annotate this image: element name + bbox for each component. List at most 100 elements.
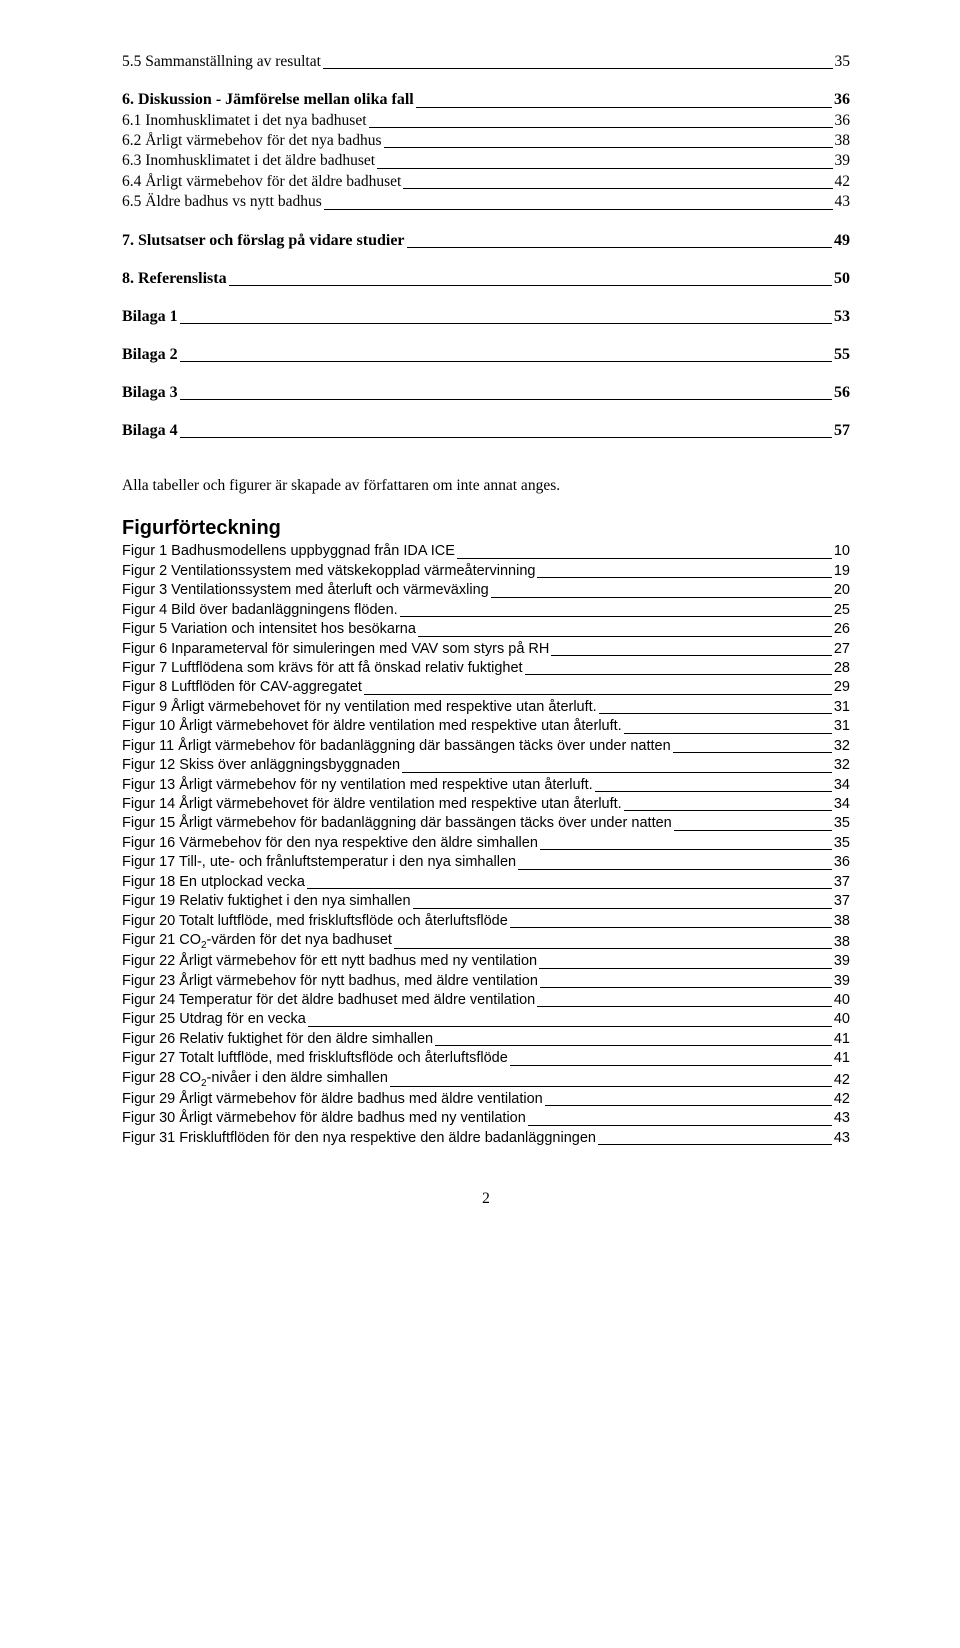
figure-entry-label: Figur 17 Till-, ute- och frånluftstemper… (122, 853, 516, 872)
figure-entry-page: 20 (834, 581, 850, 600)
figure-entry-label: Figur 1 Badhusmodellens uppbyggnad från … (122, 542, 455, 561)
figure-entry: Figur 27 Totalt luftflöde, med friskluft… (122, 1049, 850, 1068)
figure-entry-label: Figur 2 Ventilationssystem med vätskekop… (122, 562, 535, 581)
figure-entry-page: 43 (834, 1109, 850, 1128)
figure-entry: Figur 24 Temperatur för det äldre badhus… (122, 991, 850, 1010)
toc-entry-label: 6. Diskussion - Jämförelse mellan olika … (122, 89, 414, 110)
toc-entry-label: 6.2 Årligt värmebehov för det nya badhus (122, 131, 382, 151)
figure-entry-label: Figur 31 Friskluftflöden för den nya res… (122, 1129, 596, 1148)
figure-entry: Figur 4 Bild över badanläggningens flöde… (122, 601, 850, 620)
figure-entry: Figur 22 Årligt värmebehov för ett nytt … (122, 952, 850, 971)
figure-entry: Figur 21 CO2-värden för det nya badhuset… (122, 931, 850, 952)
toc-leader (369, 127, 833, 128)
figure-entry: Figur 16 Värmebehov för den nya respekti… (122, 834, 850, 853)
figure-entry-label: Figur 9 Årligt värmebehovet för ny venti… (122, 698, 597, 717)
figure-entry-page: 29 (834, 678, 850, 697)
toc-entry: 7. Slutsatser och förslag på vidare stud… (122, 230, 850, 251)
toc-entry-page: 36 (835, 111, 851, 131)
toc-leader (518, 869, 832, 870)
figure-entry: Figur 8 Luftflöden för CAV-aggregatet29 (122, 678, 850, 697)
figure-entry-page: 38 (834, 933, 850, 952)
figure-entry: Figur 20 Totalt luftflöde, med friskluft… (122, 912, 850, 931)
figure-entry-label: Figur 30 Årligt värmebehov för äldre bad… (122, 1109, 526, 1128)
toc-entry-label: 8. Referenslista (122, 268, 227, 289)
toc-entry-label: 5.5 Sammanställning av resultat (122, 52, 321, 72)
toc-leader (413, 908, 832, 909)
toc-leader (364, 694, 832, 695)
toc-leader (545, 1105, 832, 1106)
toc-entry-label: Bilaga 2 (122, 344, 178, 365)
toc-leader (539, 968, 832, 969)
figure-entry: Figur 6 Inparameterval för simuleringen … (122, 640, 850, 659)
toc-leader (510, 927, 832, 928)
figure-entry-page: 40 (834, 1010, 850, 1029)
toc-entry-page: 42 (835, 172, 851, 192)
toc-leader (390, 1086, 832, 1087)
figure-entry-page: 10 (834, 542, 850, 561)
toc-entry-page: 56 (834, 382, 850, 403)
toc-leader (394, 948, 832, 949)
figure-entry-label: Figur 5 Variation och intensitet hos bes… (122, 620, 416, 639)
figure-entry-label: Figur 23 Årligt värmebehov för nytt badh… (122, 972, 538, 991)
figure-entry-label: Figur 24 Temperatur för det äldre badhus… (122, 991, 535, 1010)
figure-entry-label: Figur 16 Värmebehov för den nya respekti… (122, 834, 538, 853)
toc-leader (599, 713, 832, 714)
figure-entry-label: Figur 11 Årligt värmebehov för badanlägg… (122, 737, 671, 756)
toc-entry: 6.4 Årligt värmebehov för det äldre badh… (122, 172, 850, 192)
figure-entry-page: 37 (834, 892, 850, 911)
figure-entry: Figur 2 Ventilationssystem med vätskekop… (122, 562, 850, 581)
toc-leader (457, 558, 832, 559)
toc-leader (407, 247, 832, 248)
note-paragraph: Alla tabeller och figurer är skapade av … (122, 477, 850, 495)
figure-entry-page: 32 (834, 756, 850, 775)
toc-leader (323, 68, 833, 69)
toc-leader (324, 209, 833, 210)
figure-entry: Figur 1 Badhusmodellens uppbyggnad från … (122, 542, 850, 561)
figure-entry-page: 37 (834, 873, 850, 892)
toc-leader (384, 147, 833, 148)
figure-entry-label: Figur 19 Relativ fuktighet i den nya sim… (122, 892, 411, 911)
figure-entry: Figur 7 Luftflödena som krävs för att få… (122, 659, 850, 678)
figure-entry: Figur 15 Årligt värmebehov för badanlägg… (122, 814, 850, 833)
toc-leader (435, 1045, 832, 1046)
toc-entry: Bilaga 153 (122, 306, 850, 327)
toc-entry-page: 49 (834, 230, 850, 251)
figure-entry: Figur 25 Utdrag för en vecka40 (122, 1010, 850, 1029)
toc-entry-page: 57 (834, 420, 850, 441)
figure-entry-page: 25 (834, 601, 850, 620)
toc-entry: 6.3 Inomhusklimatet i det äldre badhuset… (122, 151, 850, 171)
figure-entry-label: Figur 12 Skiss över anläggningsbyggnaden (122, 756, 400, 775)
toc-entry-label: Bilaga 3 (122, 382, 178, 403)
figure-entry-page: 19 (834, 562, 850, 581)
figure-entry-label: Figur 28 CO2-nivåer i den äldre simhalle… (122, 1069, 388, 1090)
figure-entry: Figur 12 Skiss över anläggningsbyggnaden… (122, 756, 850, 775)
toc-entry: 8. Referenslista50 (122, 268, 850, 289)
toc-leader (229, 285, 832, 286)
figure-entry-page: 42 (834, 1090, 850, 1109)
toc-entry-label: 6.4 Årligt värmebehov för det äldre badh… (122, 172, 401, 192)
toc-leader (540, 849, 832, 850)
figure-entry: Figur 11 Årligt värmebehov för badanlägg… (122, 737, 850, 756)
toc-leader (180, 323, 832, 324)
page-number: 2 (122, 1190, 850, 1208)
figure-entry-page: 41 (834, 1030, 850, 1049)
toc-entry: Bilaga 457 (122, 420, 850, 441)
figure-entry: Figur 10 Årligt värmebehovet för äldre v… (122, 717, 850, 736)
toc-entry: Bilaga 255 (122, 344, 850, 365)
figure-entry: Figur 17 Till-, ute- och frånluftstemper… (122, 853, 850, 872)
toc-leader (180, 399, 832, 400)
figure-entry-label: Figur 13 Årligt värmebehov för ny ventil… (122, 776, 593, 795)
toc-leader (551, 655, 831, 656)
toc-leader (674, 830, 832, 831)
toc-leader (624, 733, 832, 734)
figure-entry-page: 31 (834, 698, 850, 717)
figure-entry-page: 34 (834, 776, 850, 795)
toc-entry-label: 6.3 Inomhusklimatet i det äldre badhuset (122, 151, 375, 171)
figure-entry-label: Figur 27 Totalt luftflöde, med friskluft… (122, 1049, 508, 1068)
figure-entry-page: 35 (834, 814, 850, 833)
toc-leader (403, 188, 832, 189)
figure-entry-page: 39 (834, 952, 850, 971)
toc-leader (416, 107, 832, 108)
figure-entry: Figur 5 Variation och intensitet hos bes… (122, 620, 850, 639)
figure-entry-page: 28 (834, 659, 850, 678)
